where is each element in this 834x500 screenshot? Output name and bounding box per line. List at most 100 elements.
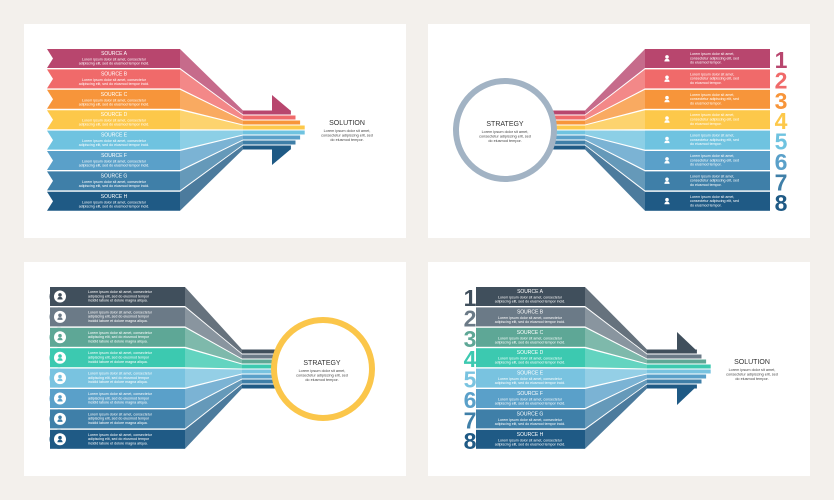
person-icon bbox=[664, 55, 670, 62]
strategy-title: STRATEGY bbox=[303, 360, 341, 367]
person-body bbox=[664, 58, 670, 62]
source-bar bbox=[476, 287, 585, 306]
row-desc: adipiscing elit, sed do eiusmod tempor bbox=[88, 417, 150, 421]
converging-band bbox=[585, 384, 647, 449]
person-icon bbox=[57, 293, 63, 300]
converging-band bbox=[185, 307, 242, 359]
source-title: SOURCE F bbox=[101, 153, 127, 159]
converging-band bbox=[585, 135, 645, 170]
person-head bbox=[665, 75, 669, 80]
strip bbox=[242, 359, 280, 364]
person-icon bbox=[57, 374, 63, 382]
person-head bbox=[665, 177, 669, 182]
row-desc: Lorem ipsum dolor sit amet, bbox=[690, 154, 734, 158]
strip bbox=[647, 354, 702, 359]
strip bbox=[647, 379, 702, 384]
strategy-desc: do eiusmod tempor. bbox=[305, 378, 338, 382]
strip bbox=[242, 364, 280, 369]
row-desc: incidid labore et dolore magna aliqua. bbox=[88, 421, 148, 425]
strip bbox=[243, 130, 305, 135]
converging-band bbox=[185, 384, 242, 449]
solution-desc: do eiusmod tempor. bbox=[735, 377, 768, 381]
strip bbox=[647, 384, 697, 389]
source-desc: adipiscing elit, sed do eiusmod tempor i… bbox=[79, 184, 150, 188]
strip bbox=[647, 369, 711, 374]
converging-band bbox=[185, 348, 242, 369]
step-number: 8 bbox=[775, 190, 788, 216]
source-bar bbox=[50, 348, 185, 368]
row-desc: Lorem ipsum dolor sit amet, bbox=[690, 52, 734, 56]
source-desc: adipiscing elit, sed do eiusmod tempor i… bbox=[495, 300, 566, 304]
person-head bbox=[58, 435, 62, 440]
row-desc: consectetur adipiscing elit, sed bbox=[690, 56, 739, 60]
converging-band bbox=[180, 89, 243, 125]
strip bbox=[647, 349, 697, 354]
row-desc: Lorem ipsum dolor sit amet, bbox=[690, 195, 734, 199]
person-icon bbox=[664, 136, 670, 144]
panel-strategy-to-numbered: Lorem ipsum dolor sit amet,consectetur a… bbox=[453, 47, 788, 216]
strip bbox=[242, 369, 280, 374]
person-icon bbox=[664, 197, 670, 205]
source-title: SOURCE G bbox=[517, 411, 544, 417]
source-desc: adipiscing elit, sed do eiusmod tempor i… bbox=[79, 164, 150, 168]
person-icon bbox=[57, 435, 63, 443]
person-head bbox=[665, 136, 669, 141]
person-body bbox=[57, 419, 63, 422]
strip bbox=[243, 110, 291, 115]
row-desc: consectetur adipiscing elit, sed bbox=[690, 77, 739, 81]
row-desc: Lorem ipsum dolor sit amet, bbox=[690, 72, 734, 76]
person-body bbox=[664, 79, 670, 82]
person-icon bbox=[57, 395, 63, 402]
row-desc: Lorem ipsum dolor sit amet, bbox=[690, 174, 734, 178]
row-desc: Lorem ipsum dolor sit amet, consectetur bbox=[88, 290, 153, 294]
converging-band bbox=[585, 140, 645, 191]
source-desc: Lorem ipsum dolor sit amet, consectetur bbox=[82, 160, 147, 164]
strip bbox=[552, 115, 585, 120]
source-title: SOURCE B bbox=[517, 309, 544, 315]
strip bbox=[243, 120, 301, 125]
source-desc: Lorem ipsum dolor sit amet, consectetur bbox=[498, 336, 563, 340]
source-bar bbox=[645, 130, 770, 150]
source-bar bbox=[50, 368, 185, 388]
solution-desc: consectetur adipiscing elit, sed bbox=[726, 373, 778, 377]
source-desc: Lorem ipsum dolor sit amet, consectetur bbox=[82, 139, 147, 143]
source-title: SOURCE D bbox=[101, 112, 128, 118]
source-bar bbox=[47, 191, 180, 211]
strategy-desc: consectetur adipiscing elit, sed bbox=[296, 374, 348, 378]
person-head bbox=[58, 293, 62, 297]
strip bbox=[243, 135, 301, 140]
converging-band bbox=[180, 110, 243, 130]
solution-title: SOLUTION bbox=[734, 359, 770, 366]
source-title: SOURCE A bbox=[101, 51, 128, 57]
converging-band bbox=[585, 368, 647, 388]
strip bbox=[243, 115, 296, 120]
source-bar bbox=[47, 110, 180, 130]
source-title: SOURCE B bbox=[101, 71, 128, 77]
source-desc: Lorem ipsum dolor sit amet, consectetur bbox=[82, 78, 147, 82]
source-desc: Lorem ipsum dolor sit amet, consectetur bbox=[498, 377, 563, 381]
strip bbox=[243, 145, 291, 150]
row-desc: adipiscing elit, sed do eiusmod tempor bbox=[88, 376, 150, 380]
strip bbox=[647, 364, 711, 369]
strip bbox=[552, 140, 585, 145]
strip bbox=[647, 359, 707, 364]
strategy-desc: consectetur adipiscing elit, sed bbox=[479, 135, 531, 139]
row-desc: adipiscing elit, sed do eiusmod tempor bbox=[88, 294, 150, 298]
person-icon bbox=[57, 333, 63, 341]
source-bar bbox=[476, 429, 585, 449]
arrowhead-bottom bbox=[677, 386, 697, 405]
person-icon bbox=[664, 116, 670, 123]
source-title: SOURCE H bbox=[101, 194, 128, 200]
person-icon bbox=[664, 95, 670, 103]
converging-band bbox=[585, 379, 647, 429]
strip bbox=[242, 354, 280, 359]
arrowhead-top bbox=[677, 332, 697, 351]
person-icon bbox=[664, 75, 670, 82]
source-bar bbox=[50, 429, 185, 449]
step-number: 7 bbox=[464, 407, 477, 433]
strip bbox=[242, 384, 280, 389]
step-number: 5 bbox=[464, 367, 477, 393]
row-desc: Lorem ipsum dolor sit amet, bbox=[690, 134, 734, 138]
step-number: 7 bbox=[775, 169, 788, 195]
strip bbox=[552, 110, 585, 115]
